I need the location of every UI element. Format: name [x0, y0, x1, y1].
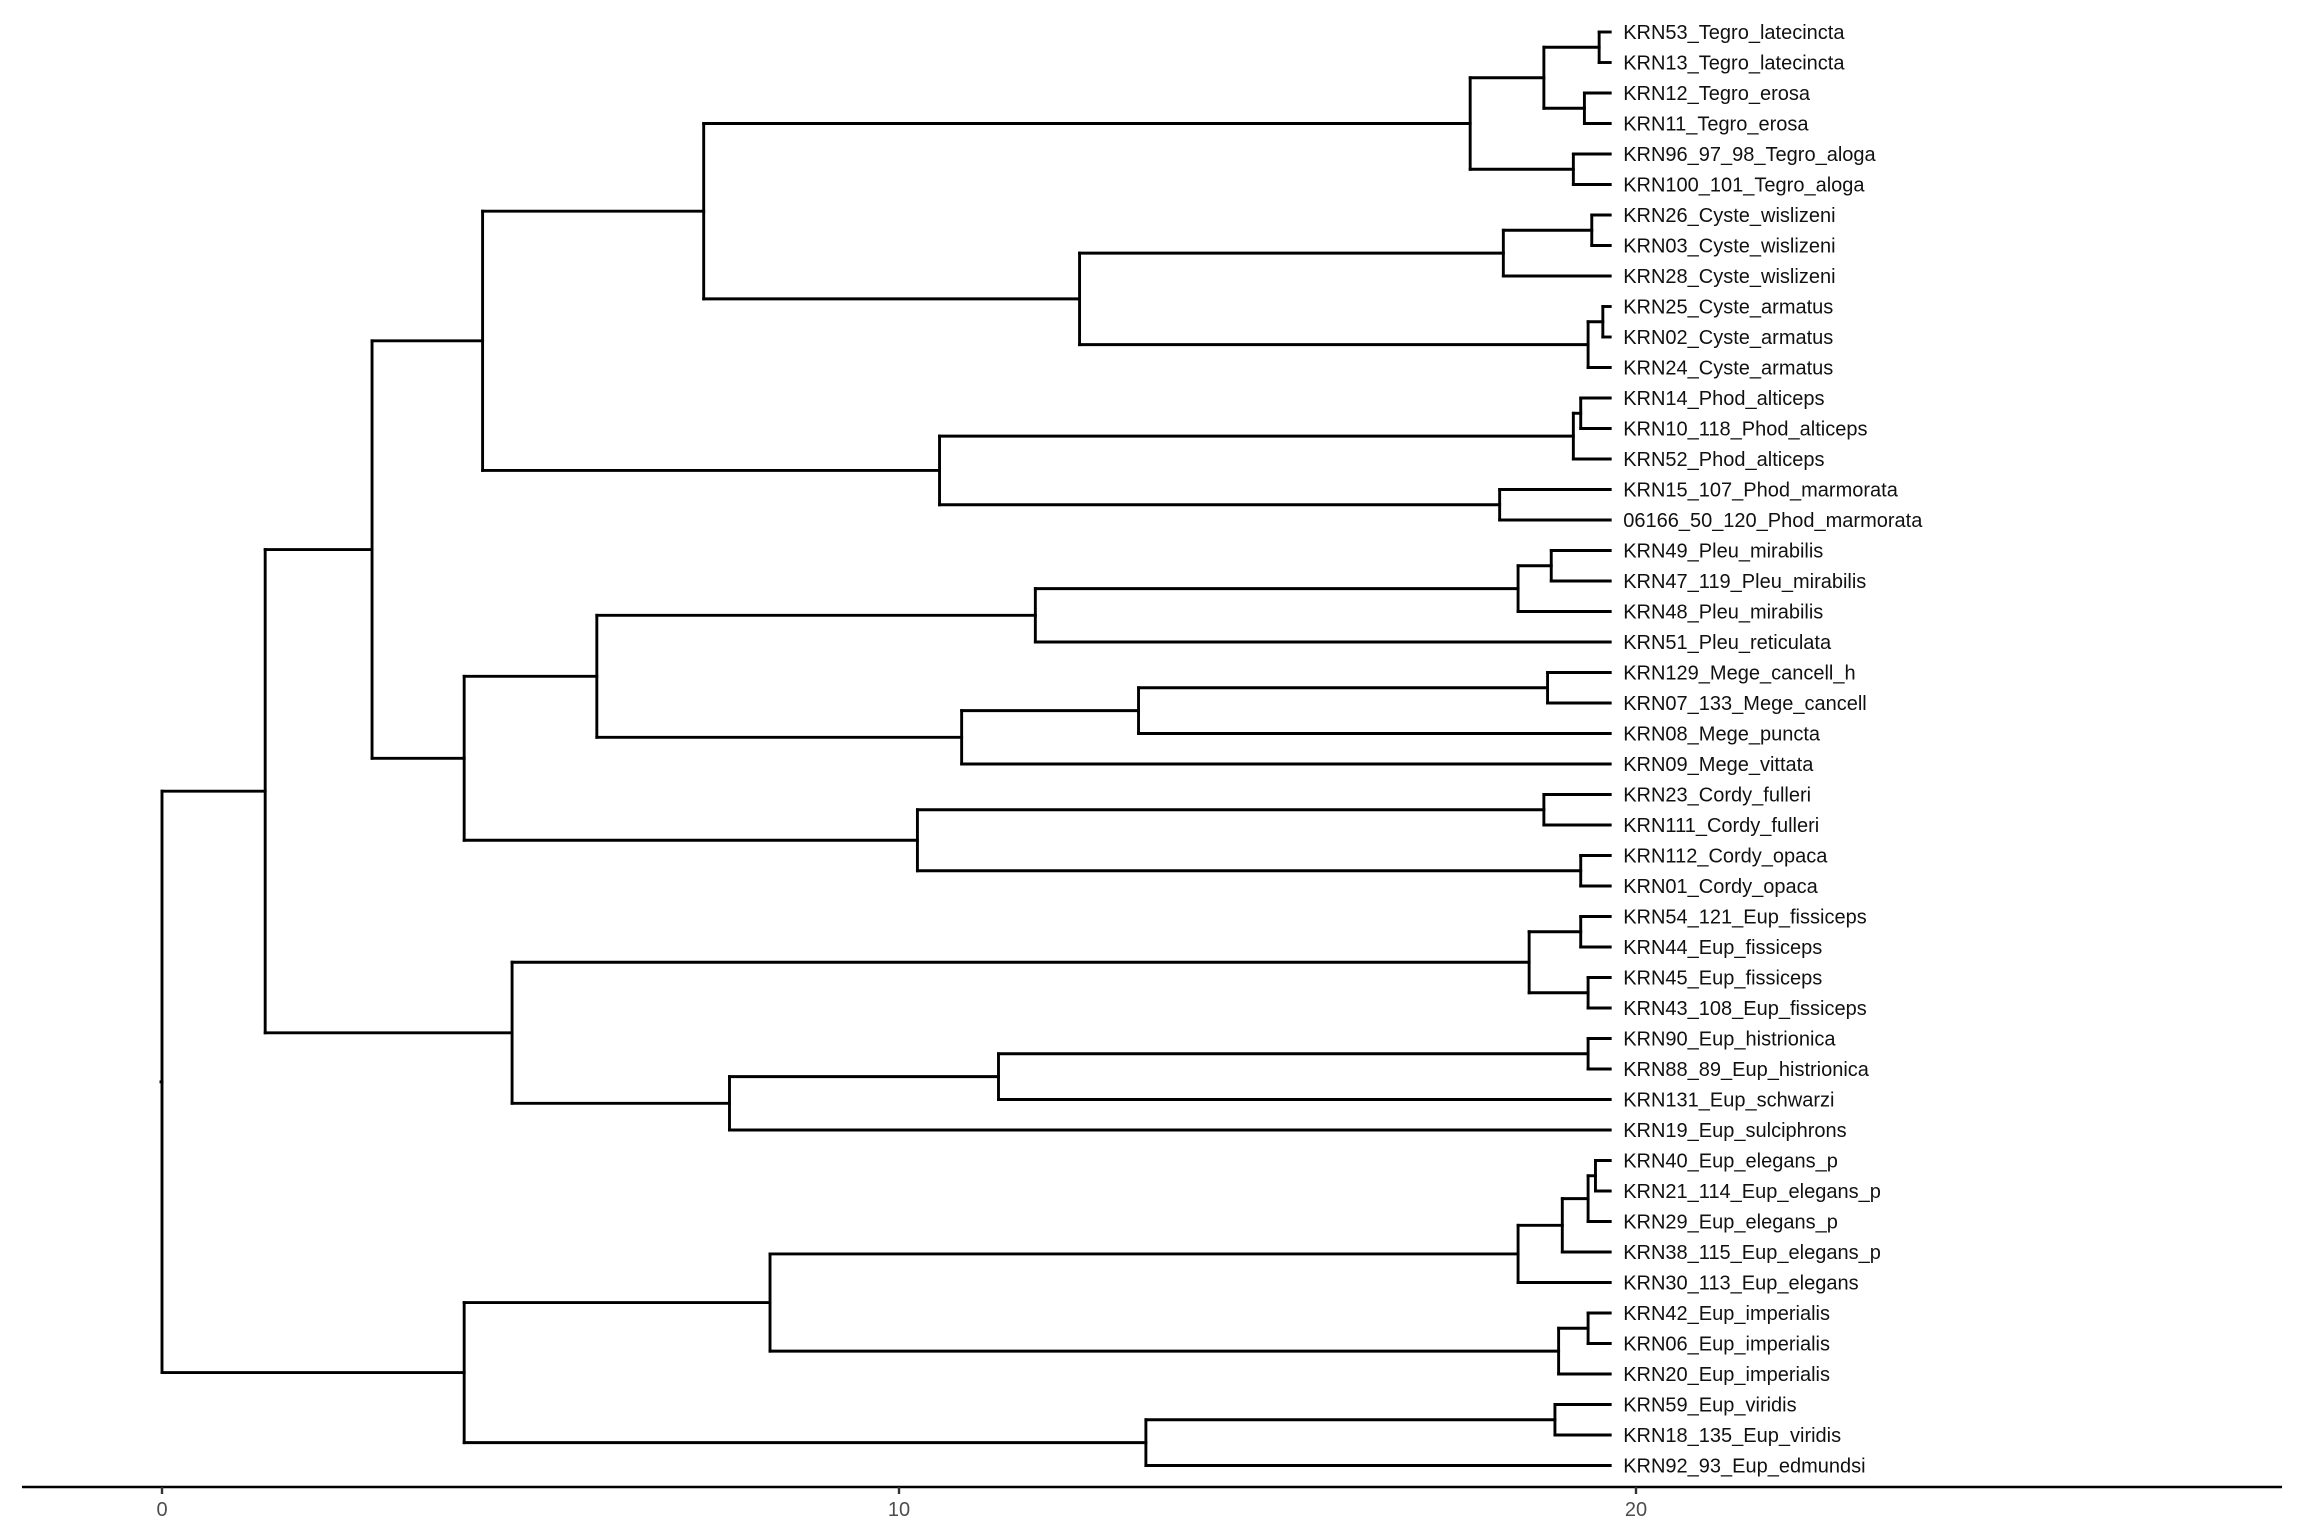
tip-label: KRN51_Pleu_reticulata — [1623, 632, 1832, 654]
tip-label: KRN20_Eup_imperialis — [1623, 1364, 1830, 1386]
tip-label: KRN129_Mege_cancell_h — [1623, 663, 1855, 685]
tip-label: KRN18_135_Eup_viridis — [1623, 1425, 1841, 1447]
tip-label: KRN13_Tegro_latecincta — [1623, 53, 1845, 75]
tip-label: KRN90_Eup_histrionica — [1623, 1029, 1836, 1051]
tip-labels: KRN53_Tegro_latecincta KRN13_Tegro_lateci… — [1623, 22, 1923, 1478]
tip-label: KRN38_115_Eup_elegans_p — [1623, 1242, 1881, 1264]
tip-label: 06166_50_120_Phod_marmorata — [1623, 510, 1923, 532]
tip-label: KRN111_Cordy_fulleri — [1623, 815, 1819, 837]
tip-label: KRN21_114_Eup_elegans_p — [1623, 1181, 1881, 1203]
x-axis-tick-label: 10 — [888, 1499, 910, 1521]
tip-label: KRN06_Eup_imperialis — [1623, 1334, 1830, 1356]
tip-label: KRN14_Phod_alticeps — [1623, 388, 1824, 410]
x-axis-tick-label: 0 — [156, 1499, 167, 1521]
tip-label: KRN26_Cyste_wislizeni — [1623, 205, 1835, 227]
tip-label: KRN40_Eup_elegans_p — [1623, 1151, 1838, 1173]
tip-label: KRN92_93_Eup_edmundsi — [1623, 1456, 1865, 1478]
tip-label: KRN25_Cyste_armatus — [1623, 297, 1833, 319]
tip-label: KRN131_Eup_schwarzi — [1623, 1090, 1834, 1112]
tip-label: KRN12_Tegro_erosa — [1623, 83, 1811, 105]
tip-label: KRN45_Eup_fissiceps — [1623, 968, 1822, 990]
tip-label: KRN03_Cyste_wislizeni — [1623, 236, 1835, 258]
tip-label: KRN08_Mege_puncta — [1623, 724, 1821, 746]
tip-label: KRN30_113_Eup_elegans — [1623, 1273, 1858, 1295]
tip-label: KRN59_Eup_viridis — [1623, 1395, 1796, 1417]
tip-label: KRN54_121_Eup_fissiceps — [1623, 907, 1867, 929]
tip-label: KRN24_Cyste_armatus — [1623, 358, 1833, 380]
dendrogram-branches — [159, 30, 1612, 1467]
x-axis-tick-label: 20 — [1625, 1499, 1647, 1521]
tip-label: KRN43_108_Eup_fissiceps — [1623, 998, 1867, 1020]
tip-label: KRN52_Phod_alticeps — [1623, 449, 1824, 471]
tip-label: KRN100_101_Tegro_aloga — [1623, 175, 1865, 197]
tip-label: KRN23_Cordy_fulleri — [1623, 785, 1811, 807]
tip-label: KRN28_Cyste_wislizeni — [1623, 266, 1835, 288]
tip-label: KRN112_Cordy_opaca — [1623, 846, 1828, 868]
tip-label: KRN15_107_Phod_marmorata — [1623, 480, 1898, 502]
tip-label: KRN01_Cordy_opaca — [1623, 876, 1818, 898]
tip-label: KRN07_133_Mege_cancell — [1623, 693, 1867, 715]
tip-label: KRN88_89_Eup_histrionica — [1623, 1059, 1870, 1081]
tip-label: KRN53_Tegro_latecincta — [1623, 22, 1845, 44]
tip-label: KRN09_Mege_vittata — [1623, 754, 1814, 776]
tip-label: KRN29_Eup_elegans_p — [1623, 1212, 1838, 1234]
tip-label: KRN47_119_Pleu_mirabilis — [1623, 571, 1866, 593]
tip-label: KRN19_Eup_sulciphrons — [1623, 1120, 1846, 1142]
tip-label: KRN42_Eup_imperialis — [1623, 1303, 1830, 1325]
x-axis: 0 10 20 — [22, 1485, 2282, 1521]
tip-label: KRN02_Cyste_armatus — [1623, 327, 1833, 349]
tip-label: KRN96_97_98_Tegro_aloga — [1623, 144, 1876, 166]
tip-label: KRN48_Pleu_mirabilis — [1623, 602, 1823, 624]
tip-label: KRN11_Tegro_erosa — [1623, 114, 1809, 136]
tip-label: KRN49_Pleu_mirabilis — [1623, 541, 1823, 563]
x-axis-ticks: 0 10 20 — [156, 1487, 1647, 1521]
tip-label: KRN10_118_Phod_alticeps — [1623, 419, 1867, 441]
tip-label: KRN44_Eup_fissiceps — [1623, 937, 1822, 959]
